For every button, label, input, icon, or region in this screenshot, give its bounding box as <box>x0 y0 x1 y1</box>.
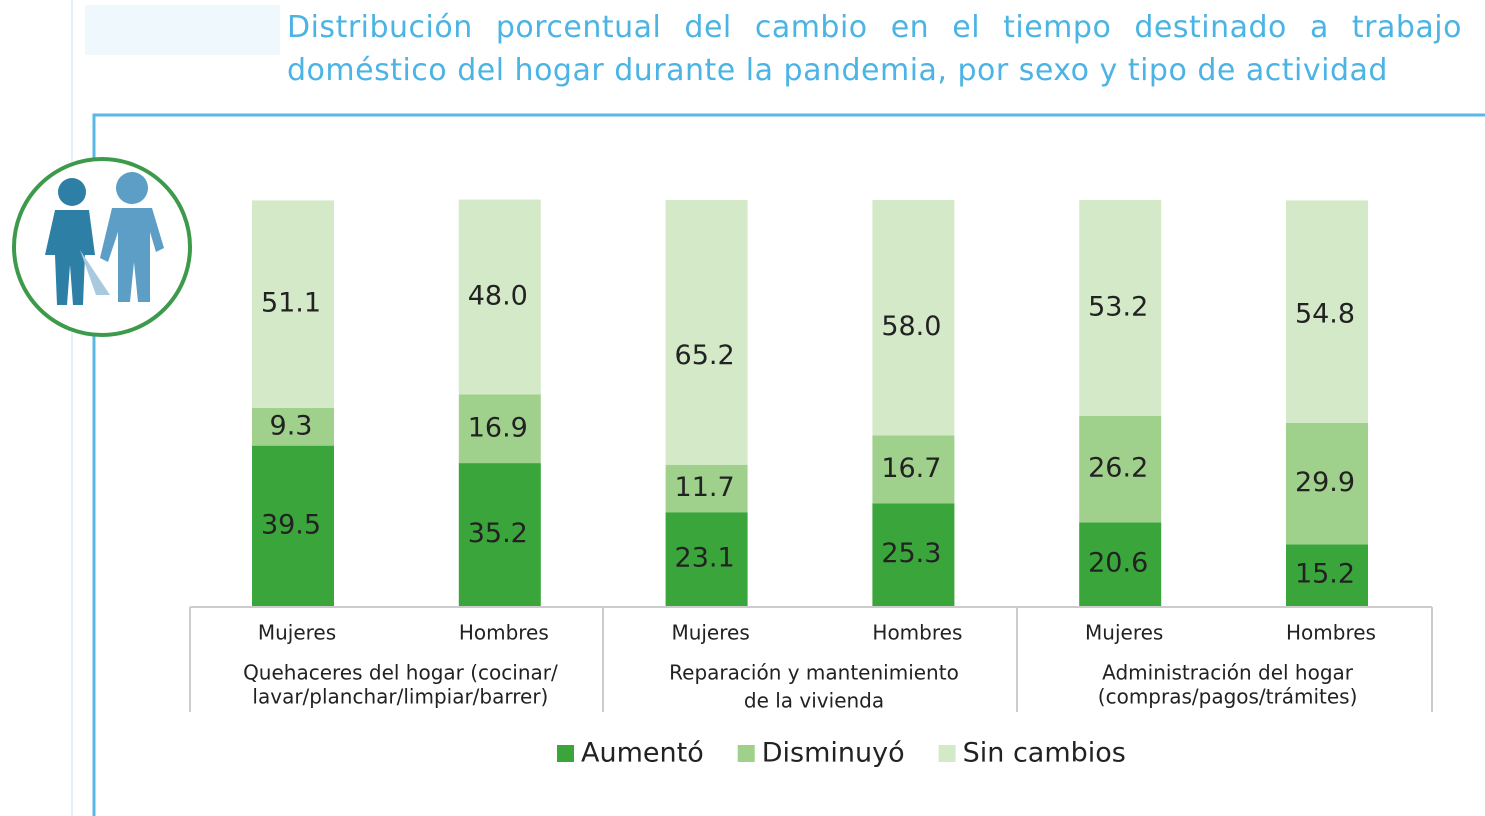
data-label: 35.2 <box>468 518 528 549</box>
data-label: 65.2 <box>675 340 735 371</box>
bar-segment <box>1079 522 1162 606</box>
legend-label: Disminuyó <box>762 738 905 769</box>
bar-segment <box>252 200 334 408</box>
data-label: 39.5 <box>261 509 321 540</box>
group-label: (compras/pagos/trámites) <box>1098 685 1358 709</box>
bar-segment <box>872 200 955 436</box>
x-tick-label: Mujeres <box>671 621 749 645</box>
data-label: 29.9 <box>1295 467 1355 498</box>
data-label: 58.0 <box>881 311 941 342</box>
x-tick-label: Mujeres <box>1085 621 1163 645</box>
bar-segment <box>458 199 541 395</box>
group-label: Reparación y mantenimiento <box>669 661 959 685</box>
bar-segment <box>665 200 748 465</box>
bar-segment <box>665 512 748 606</box>
group-label: de la vivienda <box>744 689 884 713</box>
chart-title: Distribución porcentual del cambio en el… <box>287 10 1462 88</box>
data-label: 26.2 <box>1088 453 1148 484</box>
data-label: 9.3 <box>270 410 313 441</box>
title-band <box>85 5 280 55</box>
data-label: 16.7 <box>881 453 941 484</box>
bar-segment <box>872 503 955 606</box>
data-label: 23.1 <box>675 543 735 574</box>
icon <box>12 157 192 337</box>
bar-segment <box>1079 415 1162 523</box>
legend-swatch <box>938 745 956 762</box>
bar-segment <box>458 463 541 606</box>
bar-segment <box>665 464 748 513</box>
data-label: 54.8 <box>1295 298 1355 329</box>
group-label: Administración del hogar <box>1102 661 1354 685</box>
data-label: 15.2 <box>1295 559 1355 590</box>
legend-label: Sin cambios <box>963 738 1126 769</box>
data-label: 11.7 <box>675 472 735 503</box>
bar-segment <box>1286 200 1368 423</box>
frame <box>92 113 1485 816</box>
data-label: 16.9 <box>468 412 528 443</box>
x-tick-label: Mujeres <box>258 621 336 645</box>
bar-segment <box>458 394 541 464</box>
bar-segment <box>252 407 334 446</box>
bar-segment <box>1286 544 1368 606</box>
data-label: 51.1 <box>261 288 321 319</box>
data-label: 20.6 <box>1088 548 1148 579</box>
bar-segment <box>1286 422 1368 545</box>
bar-segment <box>872 435 955 504</box>
bar-segment <box>252 445 334 606</box>
group-label: Quehaceres del hogar (cocinar/ <box>243 661 558 685</box>
data-label: 48.0 <box>468 281 528 312</box>
legend-swatch <box>557 745 574 762</box>
x-tick-label: Hombres <box>1286 621 1376 645</box>
legend-swatch <box>737 745 755 762</box>
x-tick-label: Hombres <box>459 621 549 645</box>
data-label: 25.3 <box>881 538 941 569</box>
group-label: lavar/planchar/limpiar/barrer) <box>252 685 548 709</box>
bar-segment <box>1079 200 1162 416</box>
data-label: 53.2 <box>1088 291 1148 322</box>
legend-label: Aumentó <box>581 738 704 769</box>
x-tick-label: Hombres <box>872 621 962 645</box>
